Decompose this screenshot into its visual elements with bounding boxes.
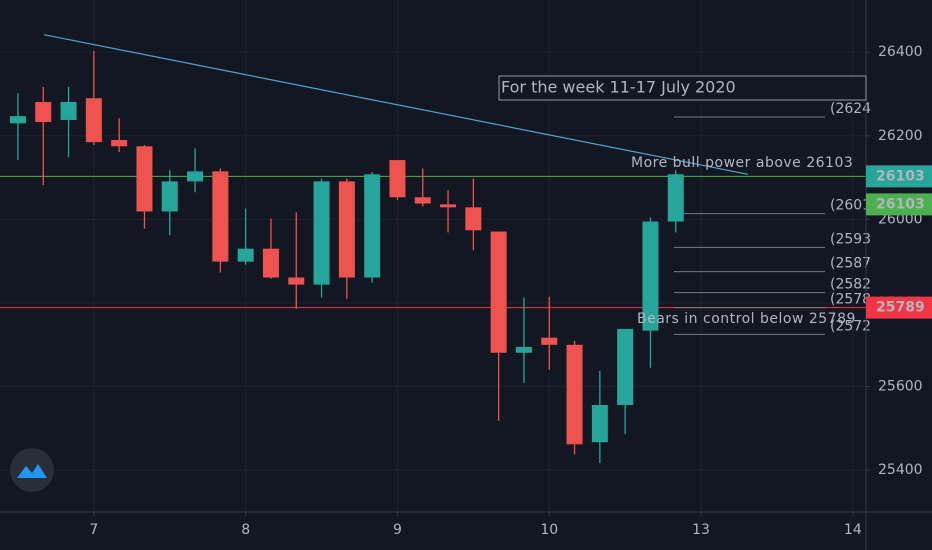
candle-body: [262, 248, 279, 278]
candle-body: [237, 248, 254, 262]
level-label: (2582: [830, 277, 871, 293]
candle-body: [187, 171, 204, 182]
candle-body: [111, 140, 128, 147]
candle-body: [364, 174, 381, 278]
y-tick-label: 26200: [878, 128, 923, 144]
x-tick-label: 7: [89, 522, 98, 538]
logo-mark[interactable]: [17, 464, 47, 478]
candle-body: [288, 277, 305, 285]
candle-body: [617, 328, 634, 406]
y-tick-label: 25600: [878, 379, 923, 395]
candle-body: [338, 181, 355, 278]
annotation: More bull power above 26103: [631, 155, 853, 171]
price-label-box: [866, 296, 932, 319]
y-tick-label: 26000: [878, 211, 923, 227]
candle-body: [161, 181, 178, 212]
candle-body: [566, 344, 583, 445]
x-tick-label: 13: [692, 522, 710, 538]
y-tick-label: 25400: [878, 462, 923, 478]
candle-body: [440, 204, 457, 208]
candle-body: [490, 231, 507, 353]
logo[interactable]: [10, 448, 54, 492]
x-tick-label: 8: [241, 522, 250, 538]
y-tick-label: 26400: [878, 44, 923, 60]
price-label: 26103: [876, 196, 925, 212]
price-label-box: [866, 193, 932, 216]
level-label: (2572: [830, 318, 871, 334]
candle-body: [414, 197, 431, 204]
candle-body: [136, 146, 153, 212]
level-label: (2601: [830, 198, 871, 214]
plot-area: (2624 (2601 (2593 (2587 (2582(2578 (2572: [0, 0, 871, 512]
logo-circle[interactable]: [10, 448, 54, 492]
candle-body: [389, 160, 406, 198]
title-box-frame: [498, 75, 867, 101]
price-label: 26103: [876, 168, 925, 184]
title-box: For the week 11-17 July 2020: [498, 75, 867, 101]
price-label-box: [866, 165, 932, 188]
candle-body: [591, 405, 608, 443]
candle-body: [465, 207, 482, 231]
level-label: (2593: [830, 231, 871, 247]
candle-body: [212, 171, 229, 262]
level-label: (2624: [830, 101, 871, 117]
level-label: (2578: [830, 292, 871, 308]
x-tick-label: 14: [844, 522, 862, 538]
candle-body: [85, 98, 102, 143]
chart-title: For the week 11-17 July 2020: [501, 78, 736, 97]
level-label: (2587: [830, 256, 871, 272]
x-tick-label: 10: [540, 522, 558, 538]
x-tick-label: 9: [393, 522, 402, 538]
candle-body: [9, 116, 26, 124]
annotation: Bears in control below 25789: [637, 311, 856, 327]
trend-line: [43, 34, 748, 175]
candle-body: [515, 346, 532, 353]
price-label: 25789: [876, 300, 925, 316]
candle-body: [642, 221, 659, 331]
candle-body: [667, 174, 684, 222]
candle-body: [60, 101, 77, 120]
candle-body: [313, 181, 330, 285]
candle-body: [35, 101, 52, 123]
candle-body: [541, 337, 558, 345]
